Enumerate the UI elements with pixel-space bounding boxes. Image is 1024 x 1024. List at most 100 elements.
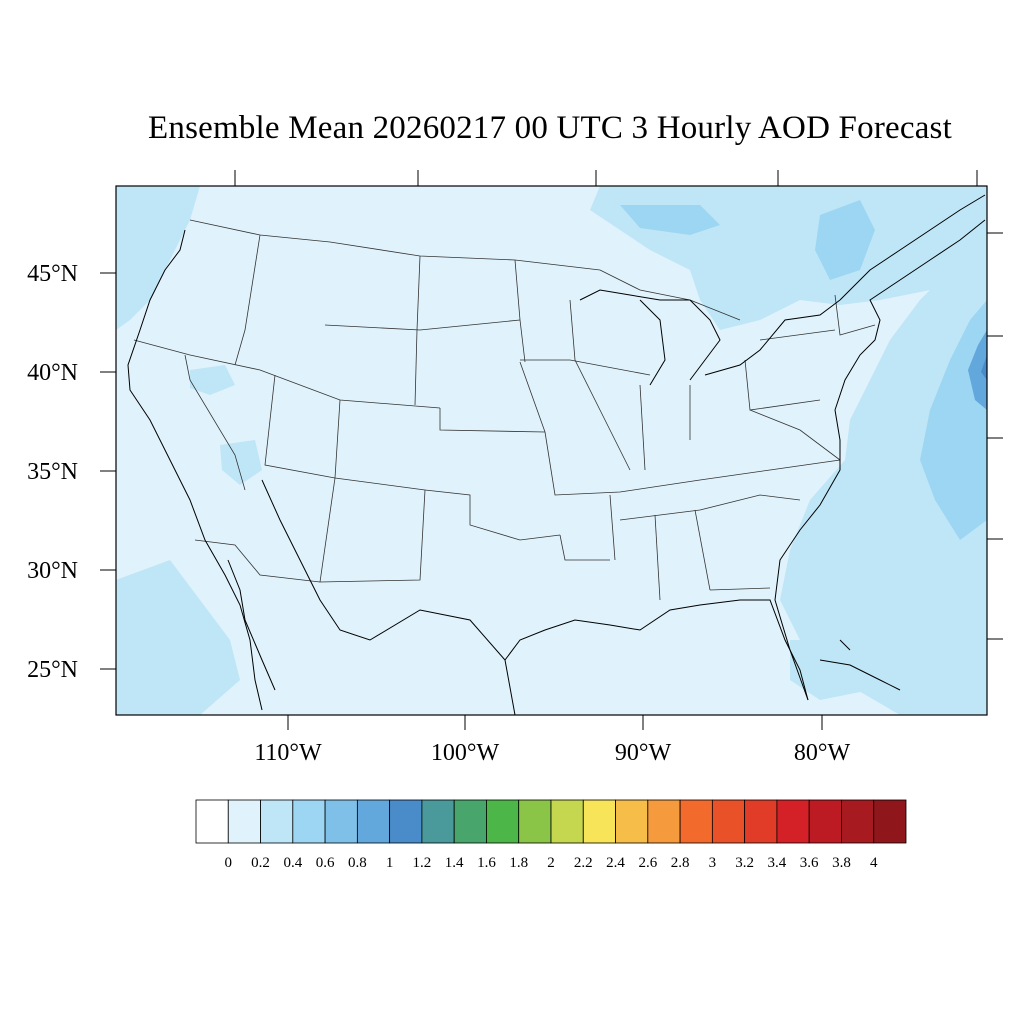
aod-plume-peak — [981, 355, 987, 380]
colorbar-swatch — [582, 799, 616, 844]
coast-baja — [227, 559, 276, 691]
colorbar-swatch — [679, 799, 713, 844]
lat-labels: 45°N 40°N 35°N 30°N 25°N — [27, 261, 78, 683]
colorbar-level-label: 0 — [225, 855, 233, 871]
coast-pacific — [127, 229, 263, 711]
colorbar-level-label: 0.6 — [316, 855, 335, 871]
state-boundaries — [133, 219, 876, 601]
state-line-17 — [694, 509, 711, 591]
lat-label-30: 30°N — [27, 558, 78, 584]
state-line-1 — [133, 339, 441, 409]
aod-field — [116, 186, 987, 715]
colorbar-swatch — [389, 799, 423, 844]
lat-label-40: 40°N — [27, 360, 78, 386]
coast-great-lakes-3 — [704, 299, 841, 376]
aod-nevada-patch — [190, 365, 235, 395]
colorbar-swatch — [421, 799, 455, 844]
state-line-22 — [520, 359, 651, 376]
state-line-16 — [654, 514, 661, 601]
colorbar-swatch — [808, 799, 842, 844]
aod-plume-atlantic — [780, 186, 987, 715]
coast-great-lakes-2 — [689, 299, 721, 381]
state-line-3 — [234, 234, 261, 366]
coast-cuba — [819, 659, 901, 691]
colorbar-level-label: 4 — [870, 855, 878, 871]
colorbar-level-label: 2.2 — [574, 855, 593, 871]
colorbar-level-label: 2 — [547, 855, 555, 871]
colorbar-swatch — [453, 799, 487, 844]
state-line-23 — [569, 299, 631, 471]
state-line-2 — [184, 354, 246, 491]
colorbar-swatch — [711, 799, 746, 844]
lat-label-45: 45°N — [27, 261, 78, 287]
colorbar-swatch — [776, 799, 810, 844]
colorbar-level-label: 1.6 — [477, 855, 496, 871]
lon-labels: 110°W 100°W 90°W 80°W — [254, 740, 850, 766]
state-line-13 — [559, 534, 610, 561]
colorbar-swatch — [195, 799, 229, 844]
lon-label-110w: 110°W — [254, 740, 322, 766]
aod-plume-atlantic-core — [920, 300, 987, 540]
colorbar-level-label: 2.4 — [606, 855, 625, 871]
colorbar-level-label: 3.6 — [800, 855, 819, 871]
map-frame — [115, 185, 988, 716]
state-line-9 — [439, 408, 546, 433]
colorbar: 0 0.2 0.4 0.6 0.8 1 1.2 1.4 1.6 1.8 2 2.2 2.4 2.6 2.8 3… — [195, 799, 907, 871]
colorbar-level-label: 1.2 — [413, 855, 432, 871]
aod-southwest-patch — [220, 440, 262, 485]
border-49th-east — [599, 269, 741, 321]
colorbar-swatch — [324, 799, 358, 844]
lat-label-25: 25°N — [27, 657, 78, 683]
state-line-12 — [519, 361, 546, 433]
state-line-11 — [544, 431, 841, 496]
state-line-10 — [424, 489, 561, 541]
map-title: Ensemble Mean 20260217 00 UTC 3 Hourly A… — [148, 110, 952, 146]
state-line-26 — [834, 294, 876, 336]
state-line-4 — [324, 319, 521, 331]
coast-bahamas — [839, 639, 851, 651]
border-us-canada — [189, 219, 601, 271]
colorbar-swatch — [615, 799, 649, 844]
coast-lake-superior — [579, 289, 690, 301]
lon-label-100w: 100°W — [431, 740, 500, 766]
colorbar-swatch — [260, 799, 294, 844]
coast-atlantic — [774, 219, 986, 701]
colorbar-swatch — [744, 799, 778, 844]
aod-quebec-core — [815, 200, 875, 280]
colorbar-level-label: 1.4 — [445, 855, 464, 871]
coastlines — [127, 194, 986, 715]
colorbar-level-label: 0.8 — [348, 855, 367, 871]
state-line-19 — [639, 384, 646, 471]
state-line-6 — [514, 259, 526, 363]
colorbar-level-label: 3.8 — [832, 855, 851, 871]
lon-label-90w: 90°W — [615, 740, 672, 766]
colorbar-level-label: 0.2 — [251, 855, 270, 871]
state-line-27 — [759, 329, 836, 341]
aod-canada-core — [620, 205, 720, 235]
colorbar-level-label: 1.8 — [509, 855, 528, 871]
state-line-15 — [619, 494, 801, 521]
colorbar-level-label: 3.4 — [768, 855, 787, 871]
colorbar-swatch — [841, 799, 875, 844]
coast-great-lakes-1 — [639, 299, 666, 386]
colorbar-swatch — [486, 799, 520, 844]
colorbar-level-label: 2.6 — [638, 855, 657, 871]
colorbar-swatch — [550, 799, 584, 844]
colorbar-level-label: 3 — [709, 855, 717, 871]
colorbar-swatch — [873, 799, 907, 844]
state-line-7 — [264, 374, 426, 491]
coast-gulf — [504, 599, 809, 701]
coast-gulf-west — [261, 479, 516, 715]
colorbar-swatch — [356, 799, 391, 844]
state-line-5 — [414, 255, 421, 406]
colorbar-level-label: 1 — [386, 855, 394, 871]
colorbar-swatch — [647, 799, 681, 844]
colorbar-swatch — [227, 799, 261, 844]
axis-ticks — [100, 170, 1003, 730]
state-line-14 — [609, 494, 616, 561]
state-line-24 — [749, 409, 841, 461]
colorbar-level-label: 0.4 — [283, 855, 302, 871]
coast-st-lawrence — [839, 194, 986, 301]
lon-label-80w: 80°W — [794, 740, 851, 766]
